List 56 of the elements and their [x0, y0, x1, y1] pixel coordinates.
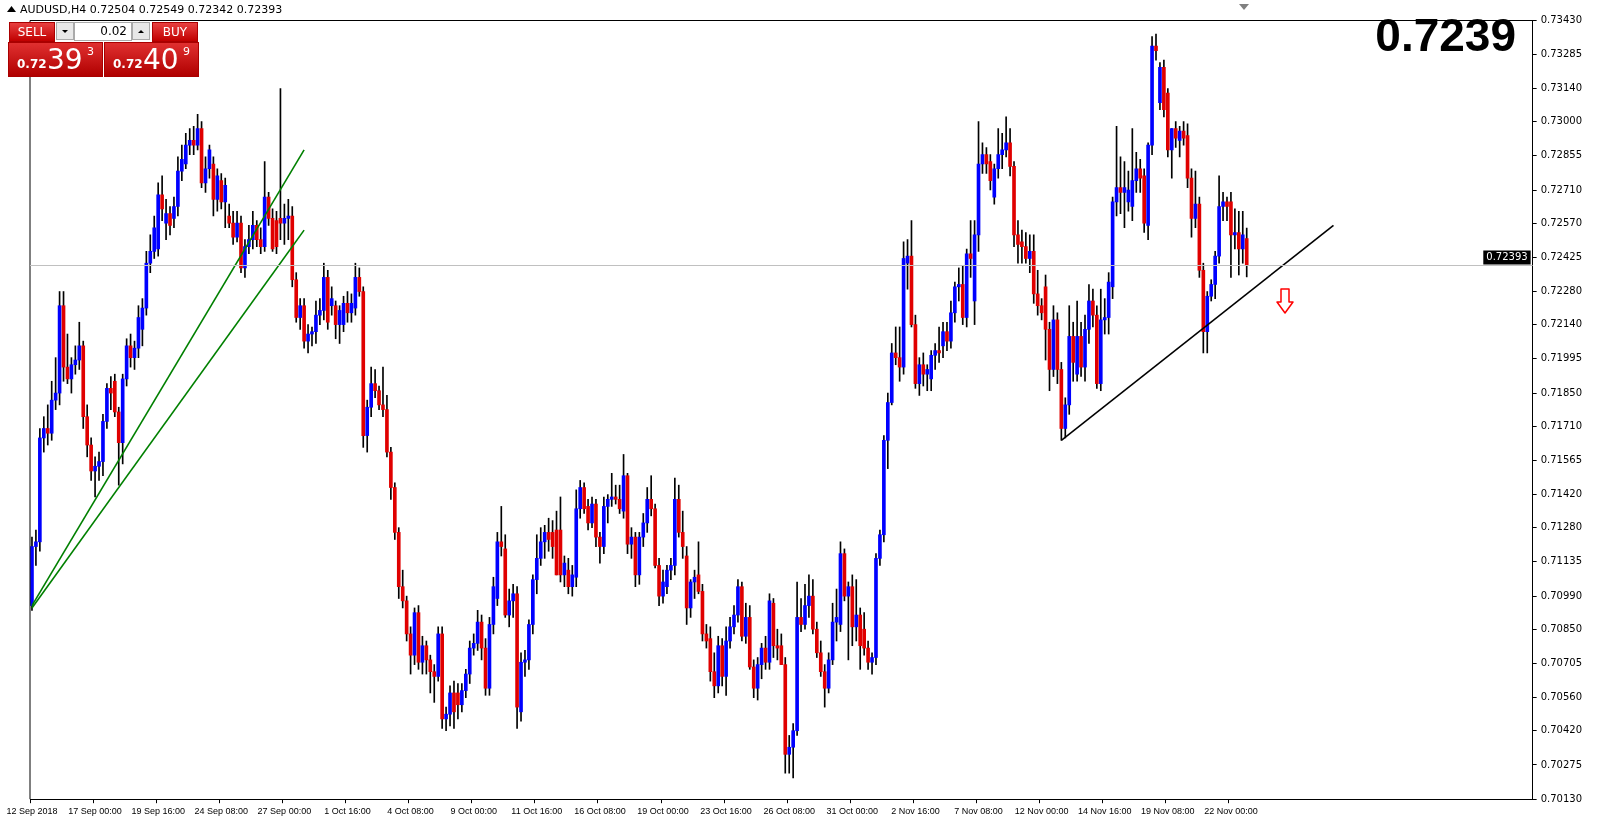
x-tick-label: 2 Nov 16:00 [891, 806, 940, 817]
x-tick-label: 7 Nov 08:00 [954, 806, 1003, 817]
y-tick-label: 0.72570 [1540, 216, 1583, 228]
y-tick-label: 0.72425 [1540, 250, 1583, 262]
x-tick-label: 23 Oct 16:00 [700, 806, 752, 817]
annotation: BUY [152, 22, 198, 42]
y-tick-label: 0.71995 [1540, 352, 1583, 364]
x-tick-label: 24 Sep 08:00 [194, 806, 249, 817]
x-tick-label: 9 Oct 00:00 [450, 806, 497, 817]
y-tick-label: 0.71565 [1540, 453, 1583, 465]
y-tick-label: 0.70990 [1540, 589, 1583, 601]
x-tick-label: 19 Nov 08:00 [1141, 806, 1195, 817]
y-tick-label: 0.71280 [1540, 521, 1583, 533]
y-tick-label: 0.72140 [1540, 318, 1583, 330]
x-tick-label: 27 Sep 00:00 [257, 806, 312, 817]
x-tick-label: 12 Nov 00:00 [1014, 806, 1069, 817]
annotation: 0.7239 [1375, 8, 1516, 62]
y-tick-label: 0.70130 [1540, 792, 1583, 804]
y-tick-label: 0.70705 [1540, 657, 1583, 669]
y-tick-label: 0.70420 [1540, 724, 1583, 736]
y-tick-label: 0.70560 [1540, 691, 1583, 703]
y-tick-label: 0.72710 [1540, 183, 1583, 195]
x-tick-label: 16 Oct 08:00 [574, 806, 626, 817]
annotation: SELL [9, 22, 55, 42]
x-tick-label: 11 Oct 16:00 [511, 806, 563, 817]
y-tick-label: 0.73000 [1540, 115, 1583, 127]
x-tick-label: 22 Nov 00:00 [1204, 806, 1258, 817]
x-tick-label: 1 Oct 16:00 [324, 806, 371, 817]
y-tick-label: 0.70850 [1540, 622, 1583, 634]
y-tick-label: 0.72855 [1540, 149, 1583, 161]
y-tick-label: 0.70275 [1540, 758, 1583, 770]
x-tick-label: 26 Oct 08:00 [763, 806, 815, 817]
x-tick-label: 12 Sep 2018 [6, 806, 58, 817]
annotation: 3 [87, 45, 94, 58]
annotation: 9 [183, 45, 190, 58]
x-tick-label: 19 Sep 16:00 [131, 806, 185, 817]
annotation: 0.72 [113, 57, 143, 71]
y-tick-label: 0.73140 [1540, 82, 1583, 94]
chart-title: AUDUSD,H4 0.72504 0.72549 0.72342 0.72393 [20, 3, 283, 16]
y-tick-label: 0.73430 [1540, 13, 1583, 25]
y-tick-label: 0.72280 [1540, 285, 1583, 297]
y-tick-label: 0.73285 [1540, 47, 1583, 59]
annotation: 0.72 [17, 57, 47, 71]
x-tick-label: 19 Oct 00:00 [637, 806, 689, 817]
y-tick-label: 0.71135 [1540, 555, 1583, 567]
x-tick-label: 4 Oct 08:00 [387, 806, 434, 817]
ref-line-label: 0.72393 [1486, 251, 1528, 263]
y-tick-label: 0.71420 [1540, 488, 1583, 500]
annotation: 39 [47, 43, 83, 76]
x-tick-label: 31 Oct 00:00 [826, 806, 879, 817]
annotation: 40 [143, 43, 179, 76]
x-tick-label: 17 Sep 00:00 [68, 806, 122, 817]
y-tick-label: 0.71850 [1540, 386, 1583, 398]
annotation: 0.02 [74, 22, 132, 41]
y-tick-label: 0.71710 [1540, 419, 1583, 431]
x-tick-label: 14 Nov 16:00 [1077, 806, 1132, 817]
